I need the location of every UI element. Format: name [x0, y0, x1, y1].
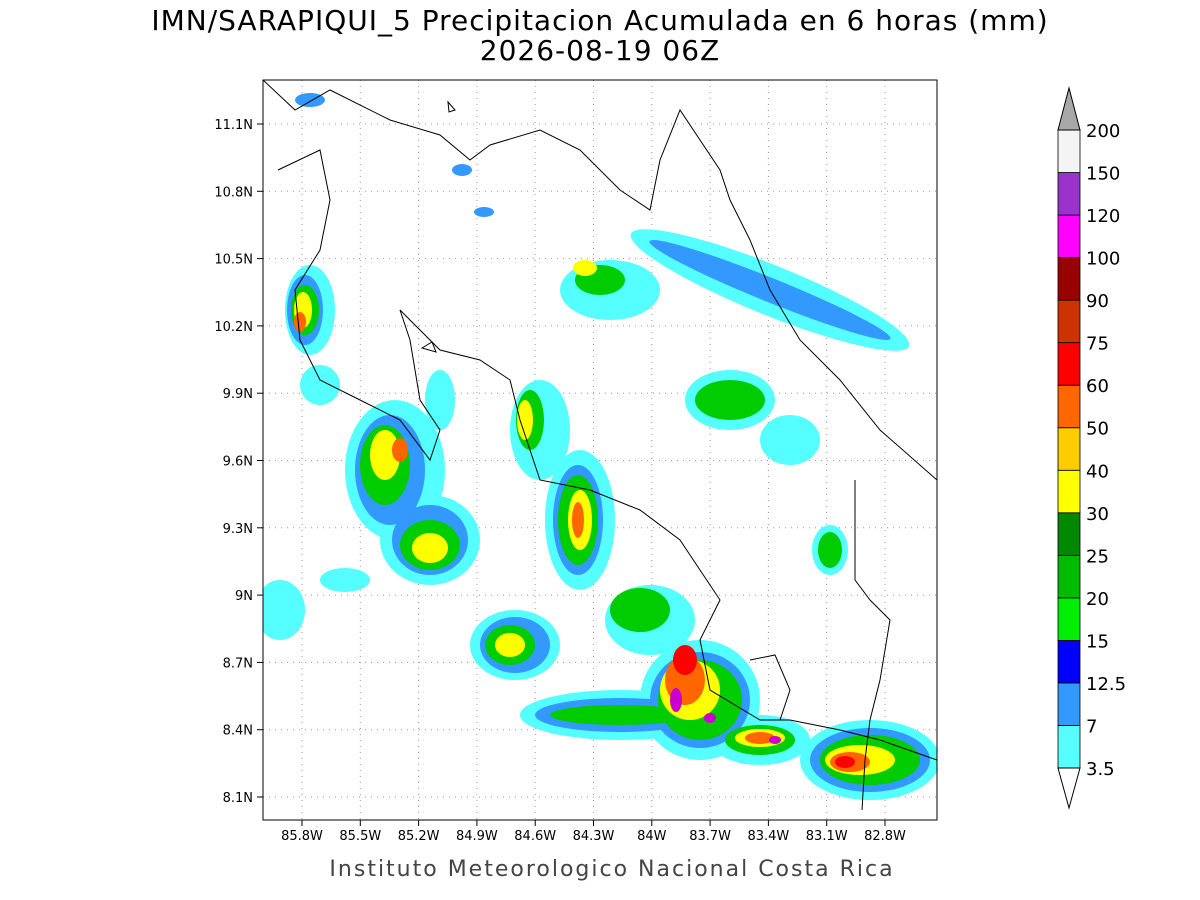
coastline — [854, 480, 891, 811]
colorbar: 3.5 7 12.5 15 20 25 30 40 50 60 75 90 100 120 150 200 — [1057, 86, 1126, 810]
colorbar-segment — [1057, 640, 1081, 684]
field-red — [673, 645, 855, 768]
colorbar-segment — [1057, 299, 1081, 344]
colorbar-label: 25 — [1086, 546, 1109, 567]
lon-label: 82.8W — [864, 829, 906, 844]
coastline — [447, 100, 456, 113]
colorbar-segment — [1057, 682, 1081, 726]
lat-label: 10.5N — [214, 253, 253, 268]
footer: Instituto Meteorologico Nacional Costa R… — [329, 857, 894, 882]
colorbar-segment — [1057, 129, 1081, 173]
colorbar-label: 75 — [1086, 334, 1109, 355]
lon-label: 84W — [637, 829, 667, 844]
lon-label: 84.3W — [573, 829, 615, 844]
coastline — [277, 149, 937, 761]
colorbar-segment — [1057, 725, 1081, 769]
field-magenta — [670, 688, 781, 744]
colorbar-label: 100 — [1086, 249, 1120, 270]
colorbar-segment — [1057, 172, 1081, 216]
colorbar-segment — [1057, 257, 1081, 301]
lat-label: 10.2N — [214, 320, 253, 335]
lat-label: 10.8N — [214, 185, 253, 200]
colorbar-label: 15 — [1086, 631, 1109, 652]
colorbar-over — [1057, 86, 1081, 131]
lat-label: 11.1N — [214, 118, 253, 133]
coastline — [263, 80, 937, 481]
colorbar-label: 150 — [1086, 164, 1120, 185]
colorbar-label: 60 — [1086, 376, 1109, 397]
colorbar-label: 7 — [1086, 716, 1097, 737]
colorbar-label: 50 — [1086, 419, 1109, 440]
title: IMN/SARAPIQUI_5 Precipitacion Acumulada … — [151, 4, 1048, 37]
coastline — [749, 654, 791, 721]
colorbar-segment — [1057, 469, 1081, 514]
lat-label: 8.1N — [223, 791, 253, 806]
colorbar-under — [1057, 767, 1081, 810]
lon-label: 85.2W — [398, 829, 440, 844]
coastline — [420, 341, 437, 353]
subtitle: 2026-08-19 06Z — [480, 34, 720, 67]
colorbar-segment — [1057, 427, 1081, 471]
lon-label: 83.1W — [806, 829, 848, 844]
lon-labels: 85.8W 85.5W 85.2W 84.9W 84.6W 84.3W 84W 83.7W 83… — [281, 820, 906, 844]
colorbar-label: 3.5 — [1086, 759, 1115, 780]
colorbar-segment — [1057, 214, 1081, 258]
lon-label: 85.5W — [339, 829, 381, 844]
lon-label: 84.9W — [456, 829, 498, 844]
lat-labels: 11.1N 10.8N 10.5N 10.2N 9.9N 9.6N 9.3N 9N 8.7N 8.… — [214, 118, 263, 806]
lon-label: 83.4W — [747, 829, 789, 844]
colorbar-segment — [1057, 342, 1081, 386]
coastlines — [263, 80, 937, 811]
lat-label: 8.7N — [223, 656, 253, 671]
colorbar-label: 120 — [1086, 206, 1120, 227]
colorbar-segment — [1057, 554, 1081, 599]
lat-label: 9.9N — [223, 387, 253, 402]
lat-label: 9.6N — [223, 455, 253, 470]
colorbar-label: 20 — [1086, 589, 1109, 610]
lon-label: 83.7W — [689, 829, 731, 844]
colorbar-label: 30 — [1086, 504, 1109, 525]
precipitation-field — [263, 93, 937, 800]
lon-label: 84.6W — [514, 829, 556, 844]
lat-label: 9.3N — [223, 522, 253, 537]
colorbar-segment — [1057, 597, 1081, 641]
colorbar-label: 200 — [1086, 121, 1120, 142]
colorbar-label: 90 — [1086, 291, 1109, 312]
lat-label: 9N — [235, 589, 253, 604]
lat-label: 8.4N — [223, 724, 253, 739]
colorbar-segment — [1057, 512, 1081, 556]
map-frame — [262, 79, 938, 821]
colorbar-label: 12.5 — [1086, 674, 1126, 695]
colorbar-label: 40 — [1086, 461, 1109, 482]
colorbar-segment — [1057, 384, 1081, 429]
lon-label: 85.8W — [281, 829, 323, 844]
